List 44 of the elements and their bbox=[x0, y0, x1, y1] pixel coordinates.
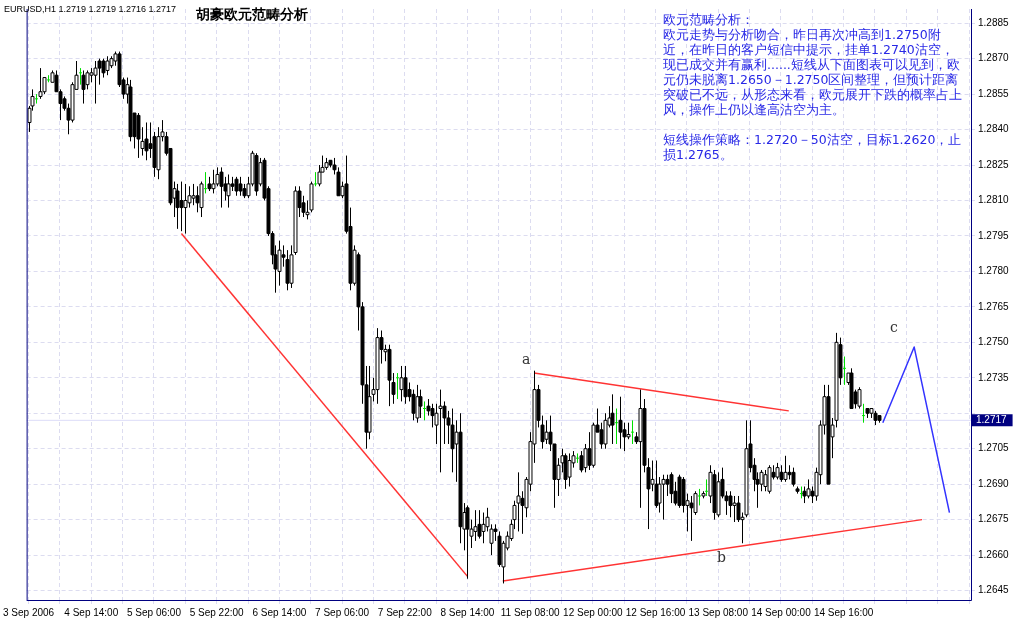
ref-line-label: 1.2717 bbox=[976, 414, 1008, 426]
x-tick-label: 14 Sep 16:00 bbox=[813, 606, 874, 618]
candlestick bbox=[575, 452, 580, 464]
y-tick-label: 1.2885 bbox=[978, 16, 1010, 28]
y-tick-label: 1.2660 bbox=[978, 548, 1010, 560]
x-tick-label: 14 Sep 00:00 bbox=[751, 606, 812, 618]
x-tick-label: 11 Sep 08:00 bbox=[500, 606, 560, 618]
x-tick-label: 5 Sep 06:00 bbox=[127, 606, 182, 618]
y-tick-label: 1.2735 bbox=[978, 371, 1010, 383]
y-tick-label: 1.2810 bbox=[978, 194, 1010, 206]
x-tick-label: 8 Sep 14:00 bbox=[440, 606, 495, 618]
y-tick-label: 1.2645 bbox=[978, 584, 1010, 596]
y-tick-label: 1.2855 bbox=[978, 87, 1010, 99]
y-tick-label: 1.2780 bbox=[978, 265, 1010, 277]
annotation: b bbox=[717, 549, 726, 565]
candlestick bbox=[395, 372, 400, 400]
x-tick-label: 7 Sep 22:00 bbox=[377, 606, 433, 618]
y-tick-label: 1.2675 bbox=[978, 513, 1010, 525]
candlestick bbox=[78, 67, 83, 86]
chart-title: 胡豪欧元范畴分析 bbox=[196, 6, 308, 24]
y-tick-label: 1.2870 bbox=[978, 52, 1010, 64]
x-tick-label: 5 Sep 22:00 bbox=[189, 606, 245, 618]
y-tick-label: 1.2825 bbox=[978, 158, 1010, 170]
candlestick bbox=[34, 93, 39, 105]
x-tick-label: 13 Sep 08:00 bbox=[688, 606, 749, 618]
annotation: 短线操作策略：1.2720－50沽空，目标1.2620，止损1.2765。 bbox=[663, 132, 963, 162]
y-tick-label: 1.2795 bbox=[978, 229, 1010, 241]
x-tick-label: 7 Sep 06:00 bbox=[315, 606, 370, 618]
annotation: 欧元走势与分析吻合，昨日再次冲高到1.2750附近，在昨日的客户短信中提示，挂单1.2740沽空，现已成交并有赢利......短线从下面图表可以见到，欧元仍未脱离1.2650－1.2750区间整理，但预计距离突破已不远，从形态来看，欧元展开下跌的概率占上风，操作上仍以逢高沽空为主。 bbox=[663, 27, 963, 117]
y-tick-label: 1.2690 bbox=[978, 477, 1010, 489]
annotation: c bbox=[890, 319, 898, 335]
x-tick-label: 4 Sep 14:00 bbox=[64, 606, 119, 618]
candlestick bbox=[614, 408, 619, 445]
y-tick-label: 1.2705 bbox=[978, 442, 1010, 454]
annotation: a bbox=[522, 351, 531, 367]
annotation: 欧元范畴分析： bbox=[663, 12, 755, 27]
y-tick-label: 1.2840 bbox=[978, 123, 1010, 135]
x-tick-label: 3 Sep 2006 bbox=[2, 606, 55, 618]
x-tick-label: 6 Sep 14:00 bbox=[252, 606, 307, 618]
x-tick-label: 12 Sep 16:00 bbox=[625, 606, 686, 618]
x-tick-label: 12 Sep 00:00 bbox=[563, 606, 624, 618]
y-tick-label: 1.2765 bbox=[978, 300, 1010, 312]
annotation: EURUSD,H1 1.2719 1.2719 1.2716 1.2717 bbox=[4, 4, 177, 14]
y-tick-label: 1.2750 bbox=[978, 336, 1010, 348]
